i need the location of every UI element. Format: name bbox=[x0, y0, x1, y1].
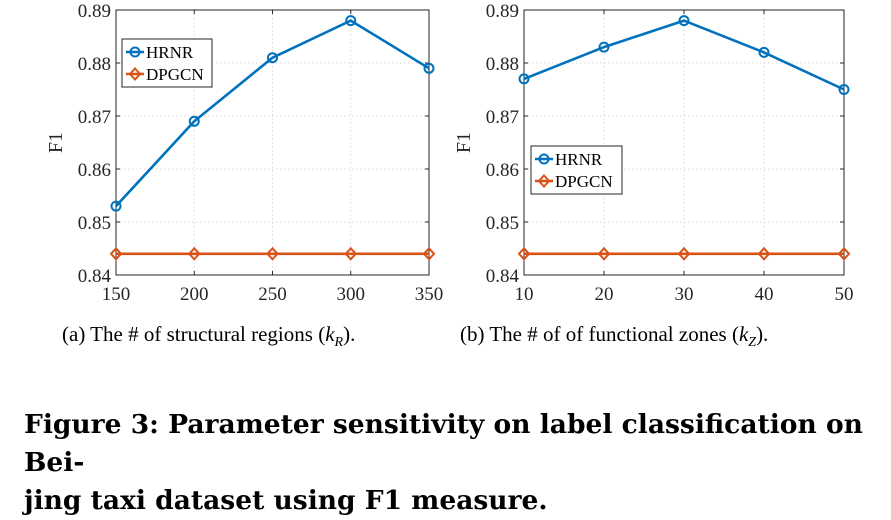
legend-label-dpgcn: DPGCN bbox=[555, 172, 613, 191]
data-point-dpgcn bbox=[266, 246, 279, 261]
caption-a-suffix: ). bbox=[343, 322, 356, 346]
x-tick-label: 20 bbox=[595, 284, 614, 305]
legend-label-dpgcn: DPGCN bbox=[146, 65, 204, 84]
data-point-dpgcn bbox=[597, 246, 611, 261]
x-tick-label: 200 bbox=[180, 284, 209, 305]
data-point-dpgcn bbox=[422, 246, 436, 261]
data-point-hrnr bbox=[598, 41, 610, 53]
y-axis-label: F1 bbox=[45, 132, 67, 153]
caption-a-var: k bbox=[325, 322, 335, 346]
series-line-hrnr bbox=[115, 19, 430, 207]
legend-marker bbox=[537, 174, 551, 188]
x-tick-label: 300 bbox=[337, 284, 366, 305]
figure-caption-line-1: Figure 3: Parameter sensitivity on label… bbox=[24, 409, 863, 478]
x-tick-label: 10 bbox=[515, 284, 534, 305]
y-tick-label: 0.89 bbox=[78, 1, 111, 22]
y-tick-label: 0.85 bbox=[78, 213, 111, 234]
data-point-hrnr bbox=[345, 15, 357, 27]
data-point-hrnr bbox=[267, 52, 278, 64]
x-tick-label: 350 bbox=[415, 284, 444, 305]
data-point-dpgcn bbox=[677, 246, 691, 261]
y-tick-label: 0.86 bbox=[486, 160, 519, 181]
x-tick-label: 250 bbox=[258, 284, 287, 305]
data-point-hrnr bbox=[838, 84, 850, 95]
y-tick-label: 0.89 bbox=[486, 1, 519, 22]
chart-structural-regions: 0.84 0.85 0.86 0.87 0.88 0.89 150 200 250 300 350 F… bbox=[45, 1, 443, 305]
caption-a-sub: R bbox=[334, 335, 344, 351]
y-tick-label: 0.84 bbox=[486, 266, 520, 287]
data-point-hrnr bbox=[423, 62, 435, 74]
data-point-hrnr bbox=[678, 15, 690, 27]
legend-label-hrnr: HRNR bbox=[146, 43, 194, 62]
data-point-hrnr bbox=[110, 200, 122, 212]
y-tick-label: 0.84 bbox=[78, 266, 112, 287]
data-point-hrnr bbox=[188, 115, 200, 127]
y-tick-label: 0.87 bbox=[486, 107, 519, 128]
legend-marker bbox=[129, 46, 141, 58]
x-tick-label: 50 bbox=[835, 284, 854, 305]
y-tick-label: 0.88 bbox=[78, 54, 111, 75]
x-tick-label: 30 bbox=[675, 284, 694, 305]
x-tick-label: 40 bbox=[755, 284, 774, 305]
figure-caption: Figure 3: Parameter sensitivity on label… bbox=[24, 406, 874, 520]
series-line-hrnr bbox=[523, 19, 845, 91]
legend-marker bbox=[128, 67, 142, 81]
y-axis-label: F1 bbox=[453, 132, 475, 153]
y-tick-label: 0.88 bbox=[486, 54, 519, 75]
data-point-hrnr bbox=[518, 73, 530, 85]
caption-b-prefix: (b) The # of of functional zones ( bbox=[460, 322, 739, 346]
data-point-hrnr bbox=[758, 46, 770, 58]
data-point-dpgcn bbox=[344, 246, 358, 261]
data-point-dpgcn bbox=[757, 246, 771, 261]
legend-label-hrnr: HRNR bbox=[555, 150, 603, 169]
legend-marker bbox=[538, 153, 550, 165]
caption-a: (a) The # of structural regions (kR). bbox=[62, 322, 355, 351]
data-point-dpgcn bbox=[187, 246, 201, 261]
caption-b-sub: Z bbox=[748, 335, 757, 351]
caption-b-suffix: ). bbox=[756, 322, 769, 346]
caption-b: (b) The # of of functional zones (kZ). bbox=[460, 322, 768, 351]
data-point-dpgcn bbox=[837, 246, 851, 261]
data-point-dpgcn bbox=[517, 246, 531, 261]
x-tick-label: 150 bbox=[102, 284, 131, 305]
legend: HRNR DPGCN bbox=[530, 145, 623, 195]
legend: HRNR DPGCN bbox=[121, 38, 213, 88]
figure-caption-line-2: jing taxi dataset using F1 measure. bbox=[24, 485, 548, 516]
y-tick-label: 0.85 bbox=[486, 213, 519, 234]
figure: 0.84 0.85 0.86 0.87 0.88 0.89 150 200 250 300 350 F… bbox=[45, 1, 854, 305]
y-tick-label: 0.86 bbox=[78, 160, 111, 181]
data-point-dpgcn bbox=[109, 246, 123, 261]
caption-a-prefix: (a) The # of structural regions ( bbox=[62, 322, 326, 346]
caption-b-var: k bbox=[738, 322, 749, 346]
y-tick-label: 0.87 bbox=[78, 107, 111, 128]
chart-functional-zones: 0.84 0.85 0.86 0.87 0.88 0.89 10 20 30 40 50 F1 HRNR… bbox=[453, 1, 854, 305]
